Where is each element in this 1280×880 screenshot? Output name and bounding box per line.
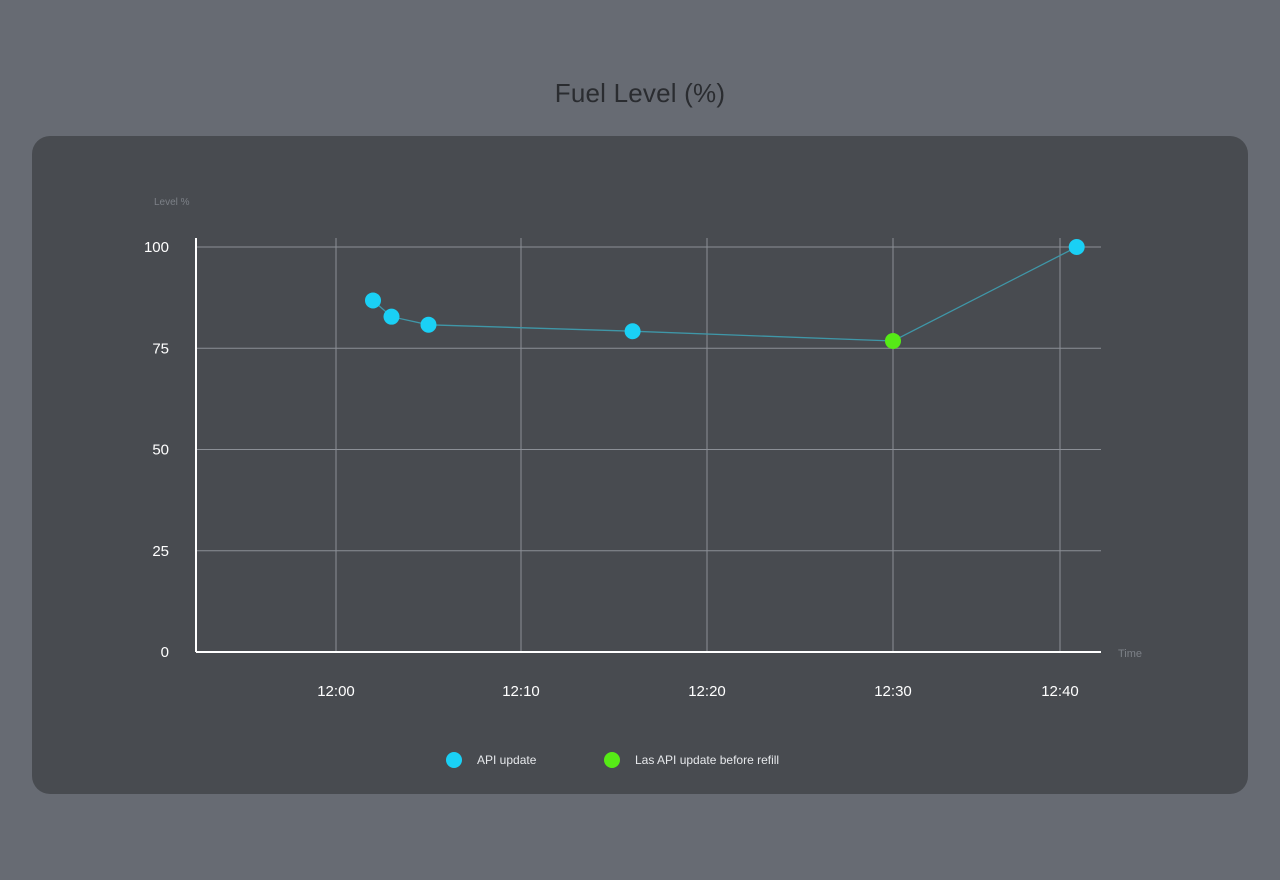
y-tick-label-25: 25	[152, 543, 169, 560]
x-tick-label-1230: 12:30	[874, 683, 912, 700]
x-tick-label-1240: 12:40	[1041, 683, 1079, 700]
legend-dot-last-before-refill	[604, 752, 620, 768]
y-axis-title: Level %	[154, 197, 190, 208]
chart-legend: API update Las API update before refill	[0, 752, 1280, 772]
legend-item-api-update[interactable]: API update	[446, 752, 536, 768]
data-point-series0-1	[383, 308, 400, 325]
data-point-series0-2	[420, 316, 437, 333]
y-tick-label-75: 75	[152, 340, 169, 357]
y-tick-label-0: 0	[161, 644, 169, 661]
x-tick-label-1220: 12:20	[688, 683, 726, 700]
legend-label-api-update: API update	[477, 753, 537, 767]
legend-item-last-before-refill[interactable]: Las API update before refill	[604, 752, 779, 768]
legend-label-last-before-refill: Las API update before refill	[635, 753, 780, 767]
data-point-series0-3	[624, 323, 641, 340]
legend-dot-api-update	[446, 752, 462, 768]
x-axis-title: Time	[1118, 648, 1142, 660]
fuel-level-line	[372, 246, 1077, 342]
x-tick-label-1210: 12:10	[502, 683, 540, 700]
data-point-series0-4	[1068, 239, 1085, 255]
chart-title: Fuel Level (%)	[554, 78, 726, 108]
y-tick-label-100: 100	[144, 239, 169, 256]
chart-card	[32, 136, 1248, 794]
x-tick-label-1200: 12:00	[317, 683, 355, 700]
data-point-series0-0	[365, 292, 381, 309]
data-point-series1-0	[885, 332, 901, 349]
y-tick-label-50: 50	[152, 442, 169, 459]
